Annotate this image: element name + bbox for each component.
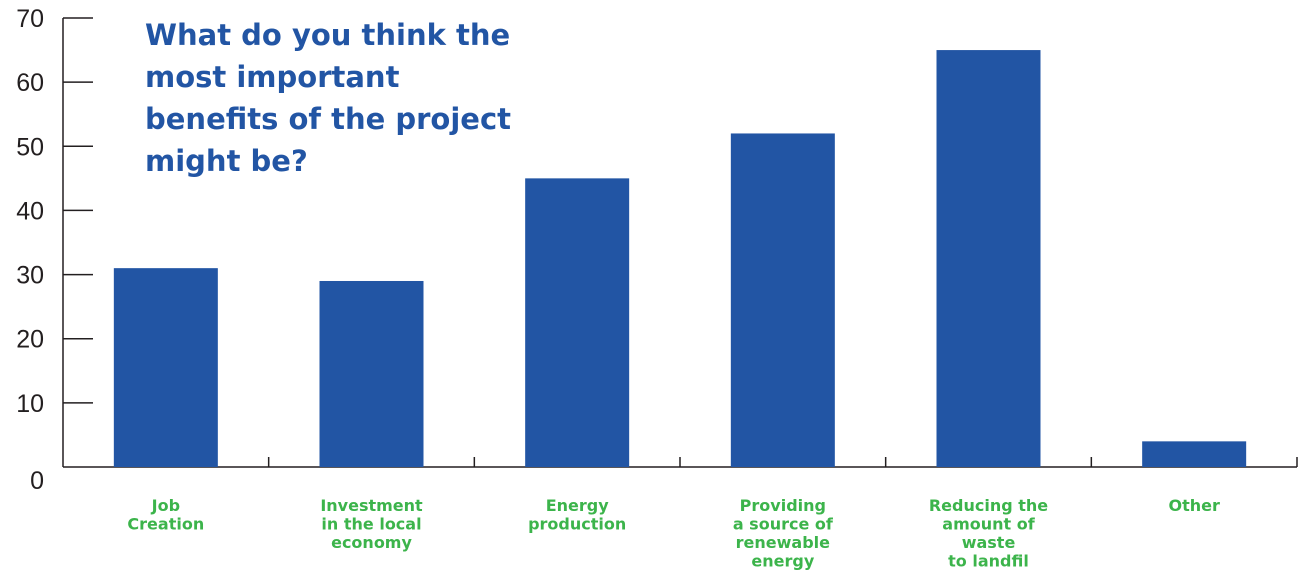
y-tick-label: 40 [16,197,44,225]
category-label: Other [1168,496,1219,515]
y-tick-label: 20 [16,326,44,354]
bar [1142,441,1247,467]
y-tick-label: 30 [16,262,44,290]
y-tick-label: 0 [30,467,44,495]
chart-title: What do you think the most important benef… [145,18,511,178]
bar [730,133,835,467]
category-label: Investment in the local economy [320,496,423,552]
category-label-line: amount of [942,515,1035,534]
chart-title-line: benefits of the project [145,102,511,136]
category-labels: Job Creation Investment in the local economy… [127,496,1220,571]
chart-title-line: might be? [145,144,308,178]
category-label-line: waste [962,533,1016,552]
bar [113,268,218,467]
category-label-line: Other [1168,496,1219,515]
bars [113,50,1247,467]
y-tick-label: 70 [16,5,44,33]
category-label: Reducing the amount of waste to landfil [929,496,1048,571]
chart-title-line: most important [145,60,400,94]
category-label-line: a source of [733,515,834,534]
category-label-line: renewable [736,533,831,552]
category-label: Providing a source of renewable energy [733,496,834,571]
category-label-line: Investment [320,496,423,515]
category-label-line: energy [751,552,814,571]
y-tick-label: 60 [16,69,44,97]
category-label-line: Energy [546,496,610,515]
category-label-line: to landfil [948,552,1029,571]
category-label-line: economy [331,533,412,552]
category-label-line: Creation [127,515,204,534]
category-label: Energy production [528,496,626,534]
y-tick-label: 10 [16,390,44,418]
bar [525,178,630,467]
y-axis: 0 10 20 30 40 50 60 70 [16,5,93,495]
category-label-line: Providing [740,496,826,515]
bar [319,280,424,467]
category-label-line: Job [151,496,180,515]
bar [936,50,1041,467]
y-tick-label: 50 [16,133,44,161]
category-label-line: Reducing the [929,496,1048,515]
chart-title-line: What do you think the [145,18,510,52]
x-axis [63,457,1298,468]
category-label-line: in the local [321,515,421,534]
category-label-line: production [528,515,626,534]
category-label: Job Creation [127,496,204,534]
